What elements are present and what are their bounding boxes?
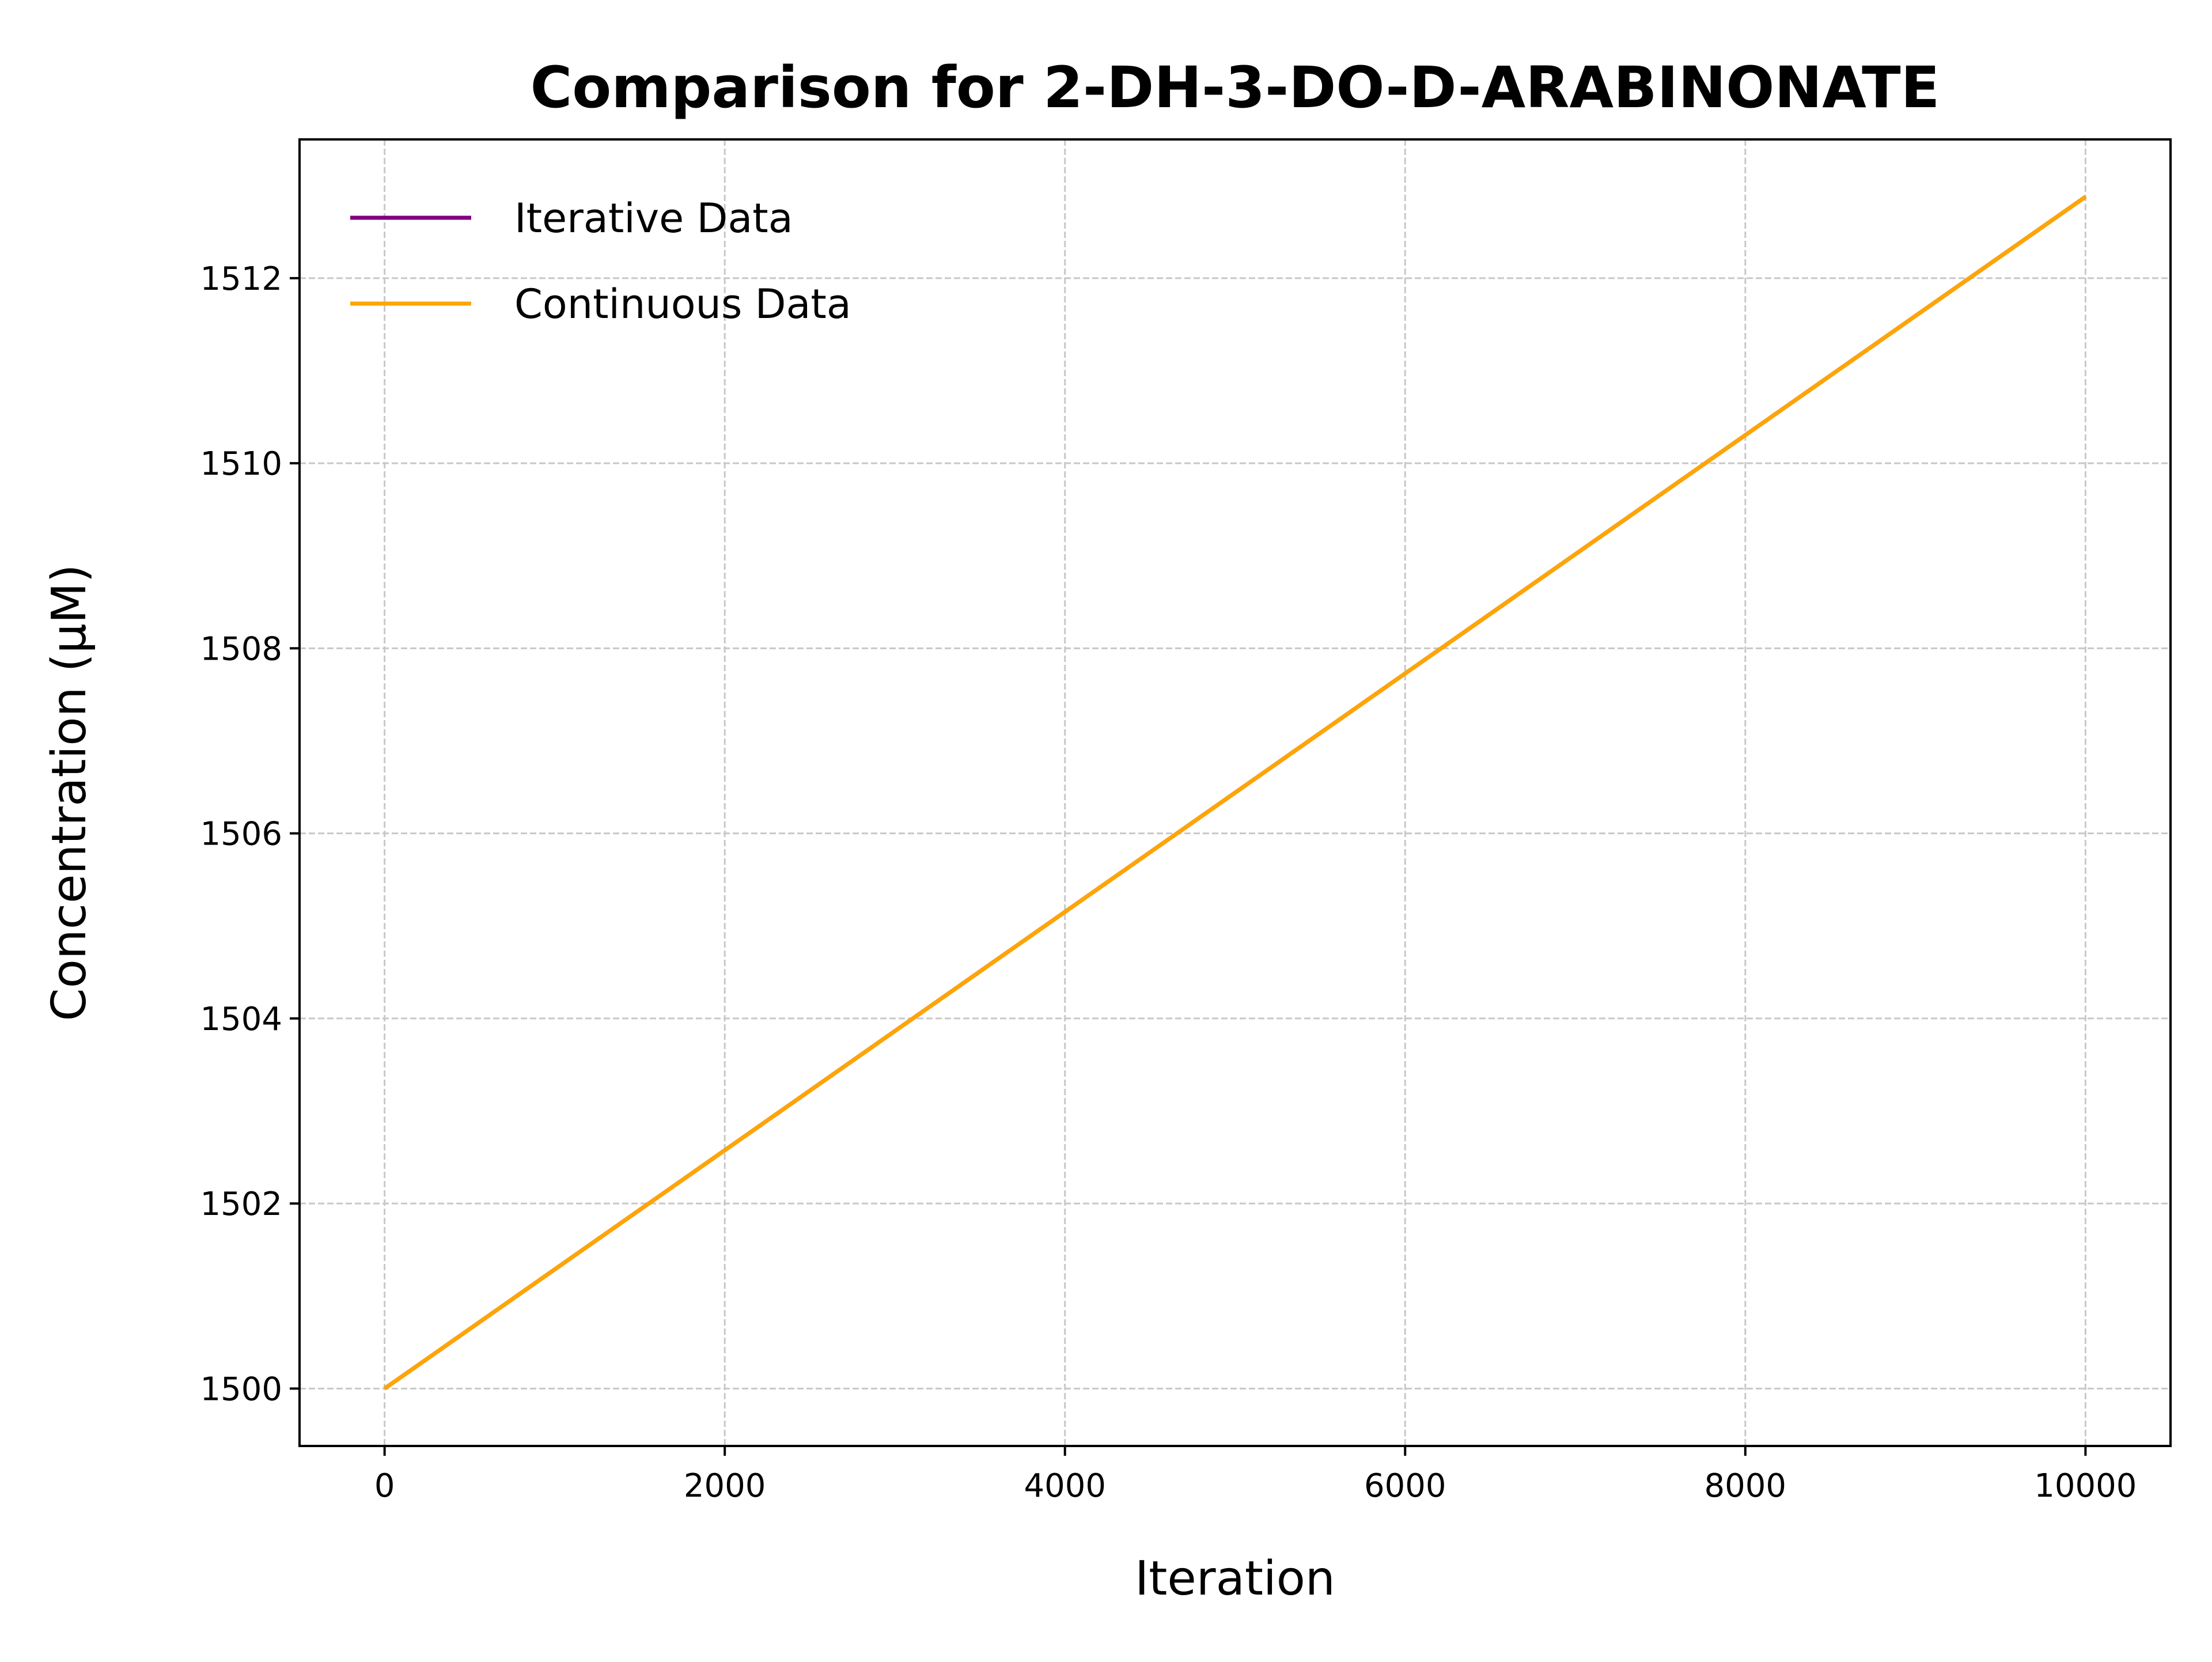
x-axis-label: Iteration xyxy=(1135,1551,1335,1606)
y-tick-label: 1512 xyxy=(200,260,282,298)
legend-label-continuous: Continuous Data xyxy=(514,281,851,328)
series-lines xyxy=(383,195,2087,1391)
series-line-continuous xyxy=(383,195,2087,1391)
axis-ticks: 0 2000 4000 6000 8000 10000 1500 1502 1504 1506 15… xyxy=(200,260,2137,1505)
chart-title: Comparison for 2-DH-3-DO-D-ARABINONATE xyxy=(531,55,1940,121)
y-axis-label: Concentration (μM) xyxy=(42,564,97,1021)
x-tick-label: 2000 xyxy=(684,1467,766,1505)
y-tick-label: 1502 xyxy=(200,1186,282,1223)
y-tick-label: 1504 xyxy=(200,1001,282,1038)
x-tick-label: 8000 xyxy=(1705,1467,1787,1505)
x-tick-label: 6000 xyxy=(1364,1467,1446,1505)
legend-label-iterative: Iterative Data xyxy=(514,195,793,242)
legend: Iterative Data Continuous Data xyxy=(350,195,851,328)
y-tick-label: 1506 xyxy=(200,816,282,853)
x-tick-label: 10000 xyxy=(2034,1467,2137,1505)
y-tick-label: 1500 xyxy=(200,1371,282,1408)
y-tick-label: 1508 xyxy=(200,630,282,668)
x-tick-label: 4000 xyxy=(1024,1467,1106,1505)
y-tick-label: 1510 xyxy=(200,445,282,483)
plot-area-frame xyxy=(298,138,2172,1447)
x-tick-label: 0 xyxy=(374,1467,395,1505)
grid xyxy=(300,139,2171,1446)
